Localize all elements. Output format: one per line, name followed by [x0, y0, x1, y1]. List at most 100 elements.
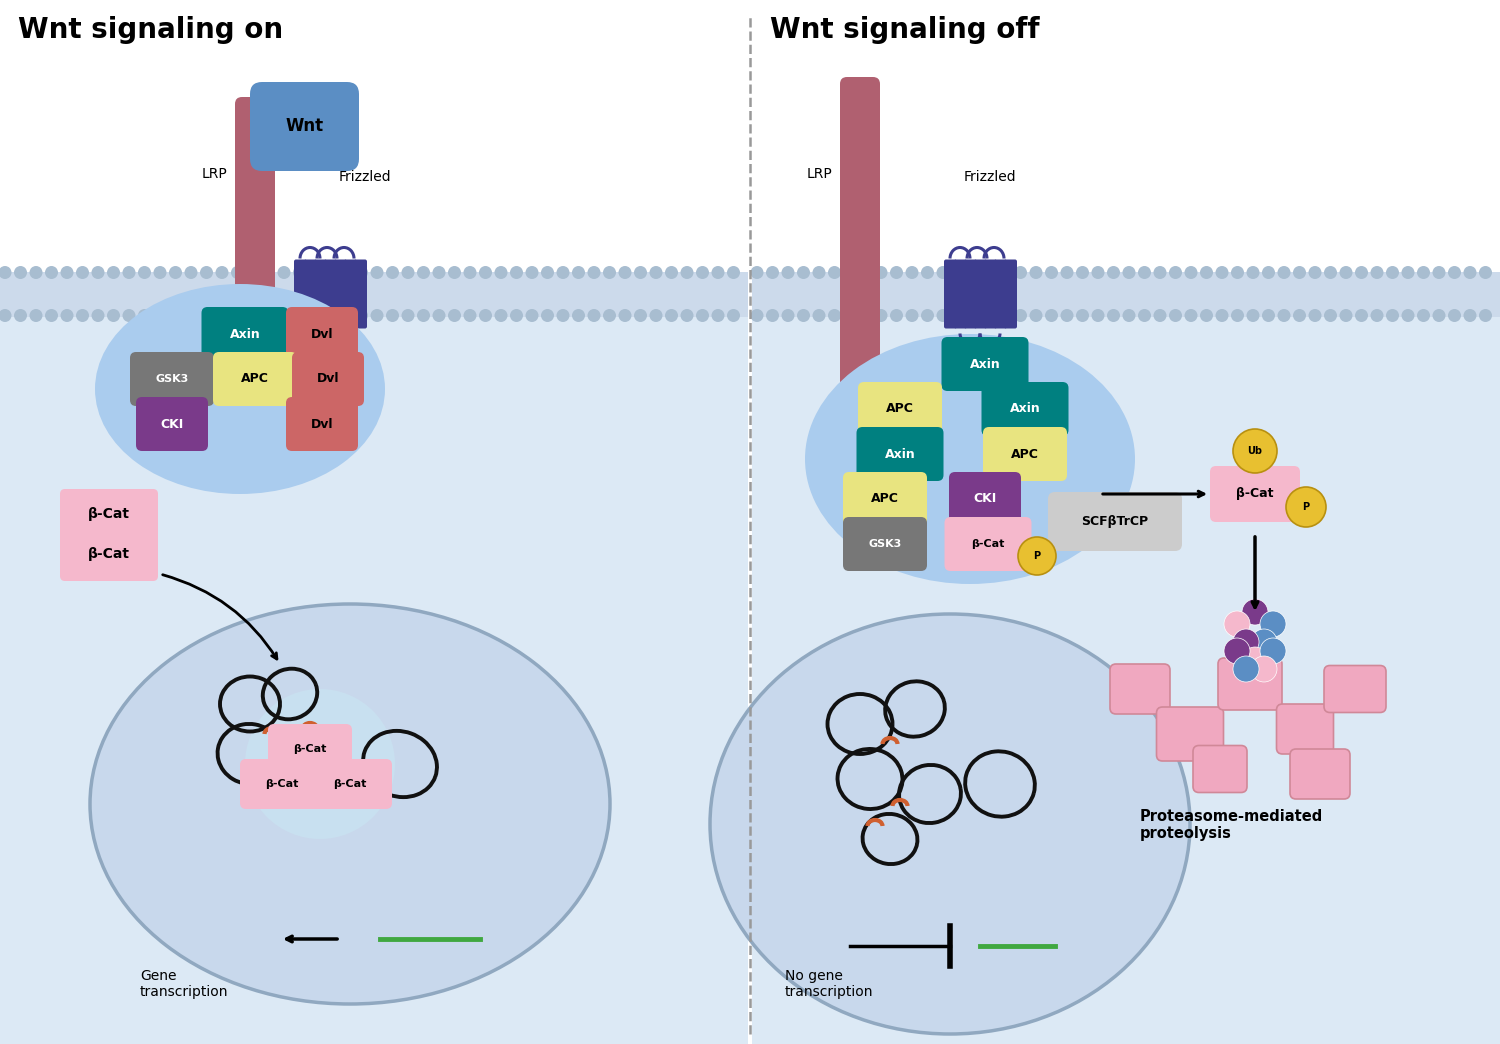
- Circle shape: [60, 309, 74, 322]
- Circle shape: [936, 309, 950, 322]
- Circle shape: [1308, 266, 1322, 279]
- Circle shape: [1432, 309, 1446, 322]
- FancyBboxPatch shape: [130, 352, 214, 406]
- Circle shape: [138, 266, 152, 279]
- Circle shape: [1464, 309, 1476, 322]
- Text: Frizzled: Frizzled: [963, 170, 1017, 184]
- Text: Axin: Axin: [1010, 403, 1041, 416]
- Text: GSK3: GSK3: [868, 539, 901, 549]
- Circle shape: [1251, 656, 1276, 682]
- Circle shape: [1233, 628, 1258, 655]
- Circle shape: [1232, 266, 1244, 279]
- Circle shape: [1138, 309, 1150, 322]
- Circle shape: [216, 266, 228, 279]
- Circle shape: [1029, 309, 1042, 322]
- Circle shape: [1278, 309, 1290, 322]
- FancyBboxPatch shape: [843, 472, 927, 526]
- Text: LRP: LRP: [201, 167, 226, 181]
- Text: SCFβTrCP: SCFβTrCP: [1082, 515, 1149, 527]
- Circle shape: [1448, 309, 1461, 322]
- Bar: [0, 294, 748, 1044]
- Bar: [752, 294, 1500, 1044]
- Circle shape: [1138, 266, 1150, 279]
- Circle shape: [1242, 647, 1268, 673]
- Circle shape: [766, 309, 778, 322]
- Circle shape: [828, 309, 842, 322]
- Circle shape: [262, 309, 274, 322]
- Circle shape: [696, 309, 709, 322]
- Circle shape: [324, 309, 338, 322]
- Circle shape: [1107, 266, 1120, 279]
- Circle shape: [309, 266, 321, 279]
- Circle shape: [356, 309, 368, 322]
- Circle shape: [153, 266, 166, 279]
- FancyBboxPatch shape: [994, 260, 1006, 329]
- Circle shape: [542, 309, 554, 322]
- FancyBboxPatch shape: [286, 307, 358, 361]
- Circle shape: [478, 266, 492, 279]
- Circle shape: [1076, 309, 1089, 322]
- Circle shape: [1479, 309, 1492, 322]
- Text: Dvl: Dvl: [316, 373, 339, 385]
- FancyBboxPatch shape: [268, 723, 352, 774]
- Circle shape: [1076, 266, 1089, 279]
- Circle shape: [1479, 266, 1492, 279]
- Circle shape: [1324, 309, 1336, 322]
- Circle shape: [92, 309, 105, 322]
- Circle shape: [1200, 266, 1214, 279]
- FancyBboxPatch shape: [1156, 707, 1224, 761]
- Circle shape: [510, 309, 524, 322]
- Circle shape: [556, 309, 570, 322]
- Text: Gene
transcription: Gene transcription: [140, 969, 228, 999]
- Circle shape: [711, 309, 724, 322]
- FancyBboxPatch shape: [945, 517, 1032, 571]
- Circle shape: [1251, 628, 1276, 655]
- Circle shape: [796, 309, 810, 322]
- Text: APC: APC: [886, 403, 914, 416]
- Circle shape: [906, 309, 918, 322]
- Circle shape: [339, 266, 352, 279]
- Circle shape: [30, 266, 42, 279]
- Circle shape: [556, 266, 570, 279]
- FancyBboxPatch shape: [1004, 260, 1017, 329]
- Circle shape: [184, 309, 198, 322]
- Circle shape: [588, 309, 600, 322]
- FancyBboxPatch shape: [944, 260, 957, 329]
- Circle shape: [370, 266, 384, 279]
- FancyBboxPatch shape: [843, 517, 927, 571]
- FancyBboxPatch shape: [1110, 664, 1170, 714]
- Circle shape: [123, 266, 135, 279]
- Circle shape: [30, 309, 42, 322]
- Circle shape: [711, 266, 724, 279]
- Circle shape: [1242, 599, 1268, 625]
- FancyBboxPatch shape: [950, 472, 1022, 526]
- Circle shape: [262, 266, 274, 279]
- Circle shape: [324, 266, 338, 279]
- Circle shape: [1046, 309, 1058, 322]
- Text: β-Cat: β-Cat: [294, 744, 327, 754]
- Circle shape: [542, 266, 554, 279]
- Text: APC: APC: [242, 373, 268, 385]
- Circle shape: [1092, 309, 1104, 322]
- Circle shape: [1168, 309, 1182, 322]
- Circle shape: [1260, 611, 1286, 637]
- Circle shape: [170, 266, 182, 279]
- Circle shape: [1418, 266, 1430, 279]
- Circle shape: [402, 309, 414, 322]
- Ellipse shape: [806, 334, 1136, 584]
- FancyBboxPatch shape: [354, 260, 368, 329]
- Text: Axin: Axin: [230, 328, 261, 340]
- Circle shape: [750, 266, 764, 279]
- Circle shape: [1107, 309, 1120, 322]
- Circle shape: [292, 309, 306, 322]
- FancyBboxPatch shape: [136, 397, 209, 451]
- Text: β-Cat: β-Cat: [266, 779, 298, 789]
- Text: Axin: Axin: [885, 448, 915, 460]
- Circle shape: [921, 266, 934, 279]
- Circle shape: [681, 309, 693, 322]
- Circle shape: [402, 266, 414, 279]
- Circle shape: [890, 309, 903, 322]
- Circle shape: [1232, 309, 1244, 322]
- Circle shape: [525, 309, 538, 322]
- Circle shape: [890, 266, 903, 279]
